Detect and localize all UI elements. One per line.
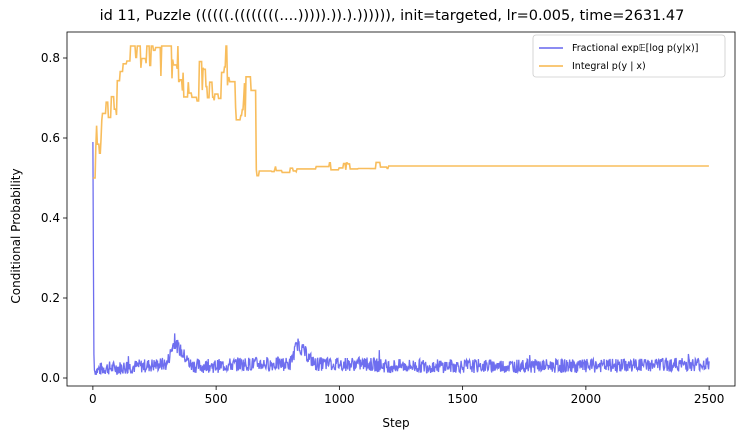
legend: Fractional exp𝔼[log p(y|x)] Integral p(y… — [532, 34, 726, 78]
y-axis-label: Conditional Probability — [9, 168, 23, 303]
x-tick-label: 1500 — [447, 392, 478, 406]
x-axis-label: Step — [382, 416, 409, 430]
x-tick-label: 2000 — [571, 392, 602, 406]
legend-box — [532, 34, 726, 78]
y-tick-label: 0.0 — [41, 371, 60, 385]
chart-title: id 11, Puzzle ((((((.((((((((....))))).)… — [100, 8, 685, 24]
y-tick-label: 0.2 — [41, 291, 60, 305]
x-tick-label: 500 — [205, 392, 228, 406]
y-axis-ticks: 0.0 0.2 0.4 0.6 0.8 — [41, 51, 67, 385]
series-line-fractional — [92, 141, 710, 375]
y-tick-label: 0.6 — [41, 131, 60, 145]
x-axis-ticks: 0 500 1000 1500 2000 2500 — [89, 386, 724, 406]
series-layer — [92, 45, 710, 375]
legend-label-fractional: Fractional exp𝔼[log p(y|x)] — [572, 43, 698, 54]
x-tick-label: 1000 — [324, 392, 355, 406]
legend-label-integral: Integral p(y | x) — [572, 61, 646, 72]
x-tick-label: 0 — [89, 392, 97, 406]
y-tick-label: 0.8 — [41, 51, 60, 65]
plot-area: 0 500 1000 1500 2000 2500 0.0 0.2 0.4 0.6 0.8 — [41, 31, 736, 406]
x-tick-label: 2500 — [694, 392, 725, 406]
y-tick-label: 0.4 — [41, 211, 60, 225]
plot-frame — [66, 31, 736, 387]
series-line-integral — [92, 45, 709, 179]
